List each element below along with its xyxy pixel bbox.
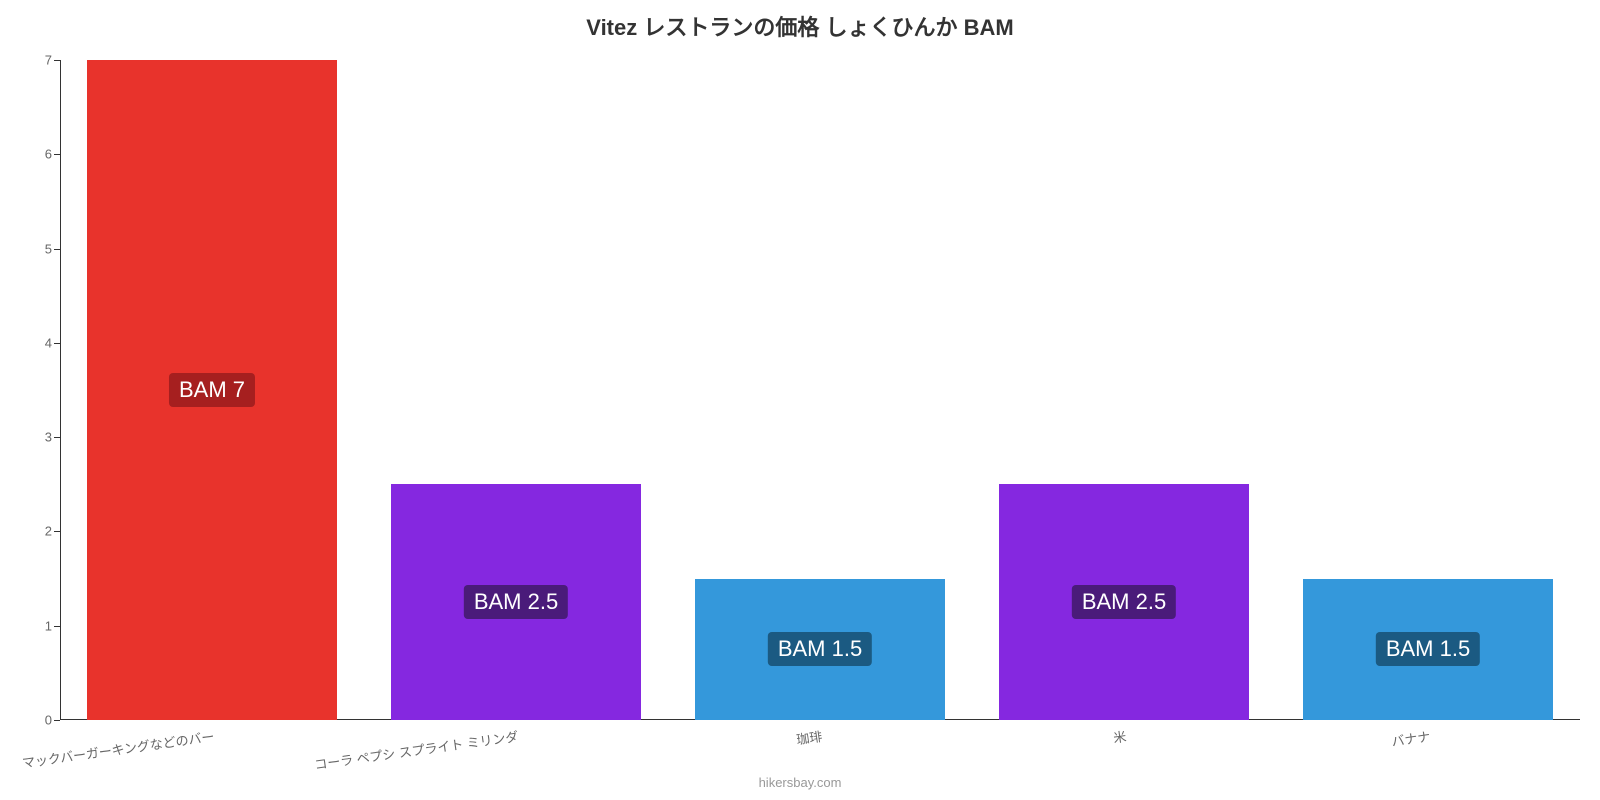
y-tick-mark — [54, 720, 60, 721]
x-tick-label: 珈琲 — [794, 720, 823, 748]
plot-area: 01234567 BAM 7BAM 2.5BAM 1.5BAM 2.5BAM 1… — [60, 60, 1580, 720]
y-tick-mark — [54, 531, 60, 532]
chart-container: Vitez レストランの価格 しょくひんか BAM 01234567 BAM 7… — [0, 0, 1600, 800]
x-tick-label: 米 — [1111, 720, 1127, 747]
bar-value-label: BAM 1.5 — [1376, 632, 1480, 666]
x-tick-label: コーラ ペプシ スプライト ミリンダ — [312, 720, 519, 773]
y-tick-mark — [54, 437, 60, 438]
bar-value-label: BAM 2.5 — [1072, 585, 1176, 619]
x-tick-label: マックバーガーキングなどのバー — [20, 720, 216, 772]
chart-footer: hikersbay.com — [0, 775, 1600, 790]
x-tick-label: バナナ — [1389, 720, 1431, 750]
y-axis-line — [60, 60, 61, 720]
y-tick-mark — [54, 154, 60, 155]
chart-title: Vitez レストランの価格 しょくひんか BAM — [0, 10, 1600, 42]
bar-value-label: BAM 1.5 — [768, 632, 872, 666]
bar-value-label: BAM 7 — [169, 373, 255, 407]
y-tick-mark — [54, 60, 60, 61]
y-tick-mark — [54, 626, 60, 627]
y-tick-mark — [54, 343, 60, 344]
bar-value-label: BAM 2.5 — [464, 585, 568, 619]
y-tick-mark — [54, 249, 60, 250]
